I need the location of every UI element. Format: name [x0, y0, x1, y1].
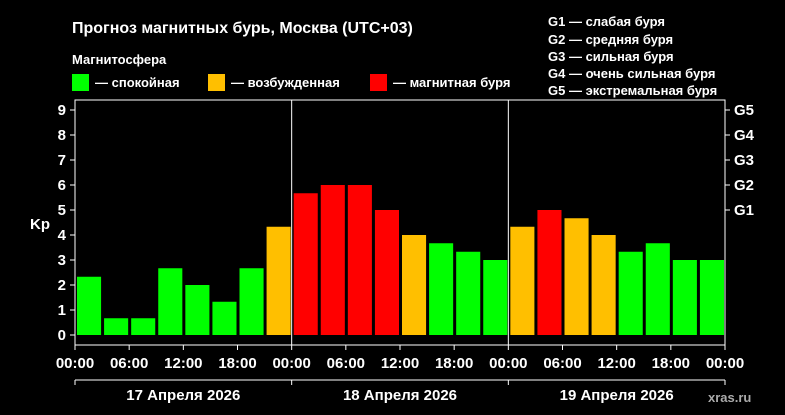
- bar: [618, 251, 643, 335]
- y-tick-label: 9: [58, 102, 66, 119]
- bar: [158, 268, 183, 335]
- bar: [672, 260, 697, 335]
- x-tick-label: 06:00: [110, 355, 148, 372]
- g-tick-label: G1: [734, 202, 754, 219]
- x-tick-label: 00:00: [56, 355, 94, 372]
- bar: [402, 235, 427, 335]
- bar: [456, 251, 481, 335]
- storm-scale: G1 — слабая буря G2 — средняя буря G3 — …: [548, 14, 717, 98]
- day-dividers: [291, 100, 509, 345]
- y-tick-label: 4: [58, 227, 67, 244]
- storm-scale-g3: G3 — сильная буря: [548, 49, 674, 64]
- x-tick-label: 12:00: [597, 355, 635, 372]
- bar: [483, 260, 508, 335]
- x-tick-label: 00:00: [706, 355, 744, 372]
- x-tick-label: 00:00: [272, 355, 310, 372]
- x-tick-label: 12:00: [381, 355, 419, 372]
- x-tick-label: 12:00: [164, 355, 202, 372]
- x-tick-label: 00:00: [489, 355, 527, 372]
- g-tick-label: G3: [734, 152, 754, 169]
- day-labels: 17 Апреля 2026 18 Апреля 2026 19 Апреля 20…: [74, 379, 726, 404]
- watermark: xras.ru: [708, 390, 751, 405]
- x-axis: 00:00 06:00 12:00 18:00 00:00 06:00 12:00 18:00…: [56, 345, 744, 372]
- bar: [320, 185, 345, 335]
- bar: [131, 318, 156, 335]
- bar: [185, 285, 210, 335]
- bar: [212, 301, 237, 335]
- day-label: 19 Апреля 2026: [560, 387, 674, 404]
- bar: [239, 268, 264, 335]
- y-tick-label: 1: [58, 302, 66, 319]
- bar: [374, 210, 399, 335]
- storm-scale-g1: G1 — слабая буря: [548, 14, 665, 29]
- y-tick-label: 8: [58, 127, 66, 144]
- storm-scale-g5: G5 — экстремальная буря: [548, 83, 717, 98]
- bar: [429, 243, 454, 335]
- legend-title: Магнитосфера: [72, 52, 167, 67]
- bar: [293, 193, 318, 335]
- day-label: 18 Апреля 2026: [343, 387, 457, 404]
- bar: [77, 276, 102, 335]
- x-tick-label: 18:00: [218, 355, 256, 372]
- bar: [591, 235, 616, 335]
- legend-swatch-storm: [370, 74, 387, 91]
- x-tick-label: 18:00: [435, 355, 473, 372]
- legend-label-quiet: — спокойная: [95, 75, 180, 90]
- bar: [347, 185, 372, 335]
- y-tick-label: 7: [58, 152, 66, 169]
- storm-scale-g2: G2 — средняя буря: [548, 32, 673, 47]
- y-tick-label: 0: [58, 327, 66, 344]
- g-tick-label: G5: [734, 102, 754, 119]
- legend-label-active: — возбужденная: [231, 75, 340, 90]
- g-tick-label: G2: [734, 177, 754, 194]
- chart-title: Прогноз магнитных бурь, Москва (UTC+03): [72, 20, 413, 37]
- bar: [266, 226, 291, 335]
- bar: [699, 260, 724, 335]
- y-axis-label: Kp: [30, 216, 50, 233]
- x-tick-label: 06:00: [543, 355, 581, 372]
- y-tick-label: 5: [58, 202, 66, 219]
- g-tick-label: G4: [734, 127, 755, 144]
- x-tick-label: 18:00: [652, 355, 690, 372]
- g-scale-axis: G1 G2 G3 G4 G5: [725, 102, 755, 219]
- legend-swatch-quiet: [72, 74, 89, 91]
- legend-swatch-active: [208, 74, 225, 91]
- bar: [564, 218, 589, 335]
- bars: [77, 185, 724, 335]
- y-tick-label: 6: [58, 177, 66, 194]
- legend: — спокойная — возбужденная — магнитная б…: [72, 74, 510, 91]
- y-axis: 0 1 2 3 4 5 6 7 8 9: [58, 102, 75, 344]
- bar: [537, 210, 562, 335]
- y-tick-label: 2: [58, 277, 66, 294]
- bar: [510, 226, 535, 335]
- storm-scale-g4: G4 — очень сильная буря: [548, 66, 715, 81]
- x-tick-label: 06:00: [327, 355, 365, 372]
- bar: [104, 318, 129, 335]
- day-label: 17 Апреля 2026: [126, 387, 240, 404]
- bar: [645, 243, 670, 335]
- legend-label-storm: — магнитная буря: [393, 75, 510, 90]
- y-tick-label: 3: [58, 252, 66, 269]
